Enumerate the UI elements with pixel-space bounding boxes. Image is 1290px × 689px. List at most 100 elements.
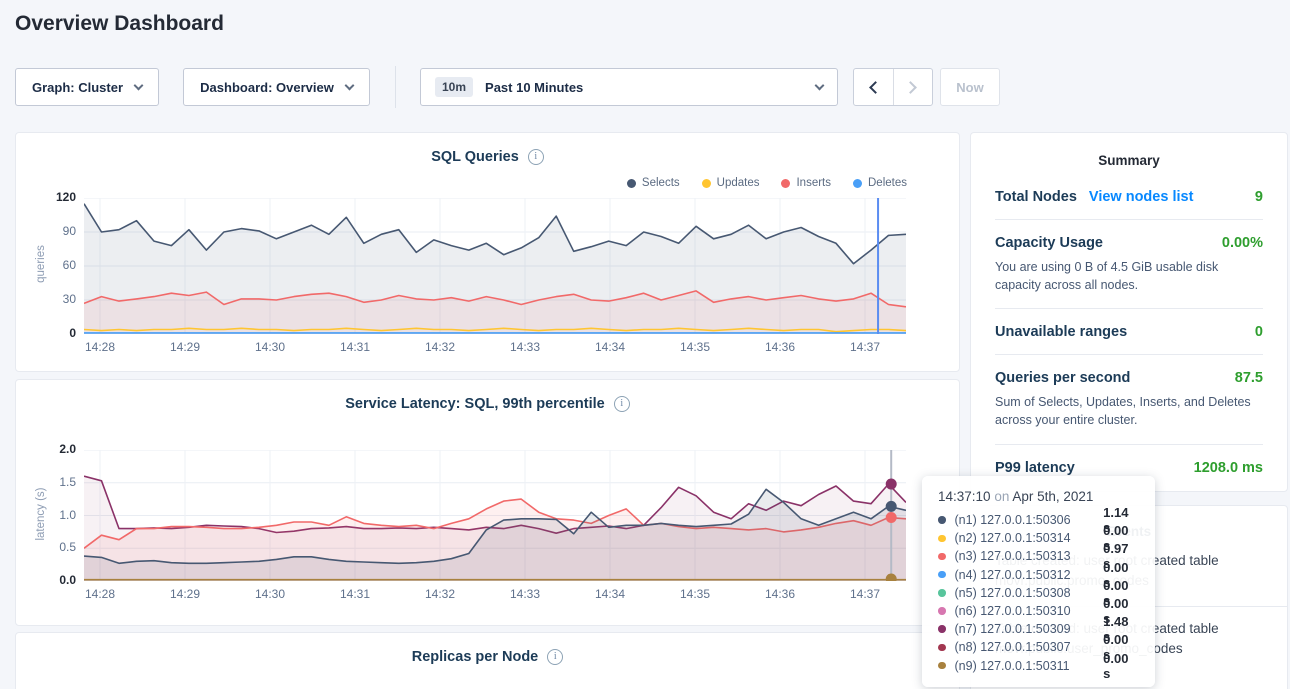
summary-label: Unavailable ranges: [995, 324, 1128, 341]
series-dot-icon: [701, 178, 711, 188]
x-tick-label: 14:34: [594, 340, 626, 354]
summary-subtext: You are using 0 B of 4.5 GiB usable disk…: [995, 260, 1219, 293]
series-dot-icon: [938, 607, 946, 615]
chevron-down-icon: [814, 80, 825, 91]
replicas-per-node-chart-card: Replicas per Node i: [15, 632, 960, 689]
legend-item-inserts[interactable]: Inserts: [781, 177, 831, 189]
x-tick-label: 14:33: [509, 587, 541, 601]
summary-label: Capacity Usage: [995, 235, 1103, 251]
chevron-right-icon: [904, 80, 918, 94]
legend-item-selects[interactable]: Selects: [626, 177, 680, 189]
y-tick-label: 0: [69, 326, 76, 340]
summary-label: Queries per second: [995, 370, 1131, 387]
series-dot-icon: [938, 516, 946, 524]
x-tick-label: 14:32: [424, 587, 456, 601]
summary-row-total-nodes: Total Nodes View nodes list 9: [995, 174, 1263, 219]
sql-queries-plot[interactable]: [84, 198, 906, 334]
now-button[interactable]: Now: [940, 68, 1000, 106]
summary-row-queries-per-second: Queries per second 87.5 Sum of Selects, …: [995, 354, 1263, 443]
x-tick-label: 14:37: [849, 340, 881, 354]
summary-panel: Summary Total Nodes View nodes list 9 Ca…: [970, 132, 1288, 492]
x-tick-label: 14:34: [594, 587, 626, 601]
series-dot-icon: [853, 178, 862, 188]
series-dot-icon: [938, 570, 946, 579]
series-dot-icon: [938, 552, 946, 561]
summary-row-capacity-usage: Capacity Usage 0.00% You are using 0 B o…: [995, 219, 1263, 308]
replicas-per-node-chart-title: Replicas per Node: [411, 649, 539, 665]
info-icon[interactable]: i: [527, 149, 544, 165]
legend-item-deletes[interactable]: Deletes: [853, 177, 907, 189]
info-icon[interactable]: i: [547, 649, 564, 665]
page-title: Overview Dashboard: [15, 12, 224, 35]
service-latency-chart-title: Service Latency: SQL, 99th percentile: [345, 396, 605, 412]
y-tick-label: 60: [62, 258, 76, 272]
tooltip-node-row: (n1) 127.0.0.1:50306 1.14 s: [938, 505, 1139, 535]
service-latency-chart-card: Service Latency: SQL, 99th percentile i …: [15, 379, 960, 626]
x-tick-label: 14:33: [509, 340, 541, 354]
tooltip-node-row: (n2) 127.0.0.1:50314 0.00 s: [938, 523, 1139, 553]
time-range-picker[interactable]: 10m Past 10 Minutes: [420, 68, 838, 106]
tooltip-node-row: (n4) 127.0.0.1:50312 0.00 s: [938, 560, 1139, 590]
sql-queries-legend: Selects Updates Inserts Deletes: [626, 177, 907, 189]
tooltip-time: 14:37:10: [938, 489, 991, 504]
sql-queries-chart-card: SQL Queries i Selects Updates Inserts Delet…: [15, 132, 960, 372]
summary-value: 0.00%: [1221, 235, 1263, 251]
sql-queries-chart-title: SQL Queries: [431, 149, 519, 165]
series-dot-icon: [781, 178, 791, 188]
controls-divider: [395, 66, 396, 108]
graph-dropdown[interactable]: Graph: Cluster: [15, 68, 159, 106]
y-tick-label: 30: [62, 292, 76, 306]
view-nodes-list-link[interactable]: View nodes list: [1088, 189, 1194, 205]
tooltip-node-row: (n7) 127.0.0.1:50309 1.48 s: [938, 614, 1139, 644]
y-tick-label: 90: [62, 224, 76, 238]
y-tick-label: 0.0: [59, 573, 76, 587]
x-tick-label: 14:29: [169, 340, 201, 354]
tooltip-node-row: (n3) 127.0.0.1:50313 0.97 s: [938, 541, 1139, 571]
summary-subtext: Sum of Selects, Updates, Inserts, and De…: [995, 395, 1251, 428]
tooltip-node-list: (n1) 127.0.0.1:50306 1.14 s (n2) 127.0.0.1…: [938, 505, 1139, 681]
chart-hover-tooltip: 14:37:10 on Apr 5th, 2021 (n1) 127.0.0.1…: [922, 476, 1155, 687]
graph-dropdown-label: Graph: Cluster: [31, 79, 123, 95]
y-tick-label: 120: [55, 190, 76, 204]
x-tick-label: 14:35: [679, 587, 711, 601]
chevron-left-icon: [868, 80, 882, 94]
tooltip-node-row: (n6) 127.0.0.1:50310 0.00 s: [938, 596, 1139, 626]
info-icon[interactable]: i: [613, 396, 630, 412]
time-back-button[interactable]: [854, 69, 893, 105]
x-tick-label: 14:37: [849, 587, 881, 601]
y-tick-label: 2.0: [59, 442, 76, 456]
x-tick-label: 14:29: [169, 587, 201, 601]
x-tick-label: 14:31: [339, 587, 371, 601]
x-tick-label: 14:28: [84, 587, 116, 601]
tooltip-date: Apr 5th, 2021: [1012, 489, 1094, 504]
dashboard-dropdown-label: Dashboard: Overview: [200, 79, 334, 95]
tooltip-node-row: (n5) 127.0.0.1:50308 0.00 s: [938, 578, 1139, 608]
x-tick-label: 14:30: [254, 340, 286, 354]
series-dot-icon: [938, 589, 946, 597]
service-latency-plot[interactable]: [84, 450, 906, 581]
legend-item-updates[interactable]: Updates: [701, 177, 759, 189]
x-tick-label: 14:30: [254, 587, 286, 601]
tooltip-node-row: (n9) 127.0.0.1:50311 0.00 s: [938, 651, 1139, 681]
y-tick-label: 1.5: [59, 474, 76, 489]
time-forward-button[interactable]: [892, 69, 933, 105]
series-dot-icon: [938, 625, 946, 633]
tooltip-node-row: (n8) 127.0.0.1:50307 0.00 s: [938, 632, 1139, 662]
tooltip-on: on: [994, 489, 1010, 504]
series-dot-icon: [938, 661, 946, 670]
summary-value: 9: [1254, 189, 1263, 205]
summary-value: 1208.0 ms: [1193, 459, 1263, 476]
dashboard-dropdown[interactable]: Dashboard: Overview: [183, 68, 370, 106]
summary-value: 0: [1254, 324, 1263, 341]
chevron-down-icon: [133, 80, 144, 91]
summary-row-p99-latency: P99 latency 1208.0 ms: [995, 443, 1263, 490]
summary-label: Total Nodes: [995, 189, 1077, 205]
x-tick-label: 14:31: [339, 340, 371, 354]
time-step-buttons: [853, 68, 933, 106]
summary-title: Summary: [1098, 153, 1160, 168]
y-tick-label: 0.5: [59, 540, 76, 555]
x-tick-label: 14:36: [764, 340, 796, 354]
series-dot-icon: [626, 178, 636, 188]
summary-value: 87.5: [1234, 370, 1263, 387]
x-tick-label: 14:28: [84, 340, 116, 354]
